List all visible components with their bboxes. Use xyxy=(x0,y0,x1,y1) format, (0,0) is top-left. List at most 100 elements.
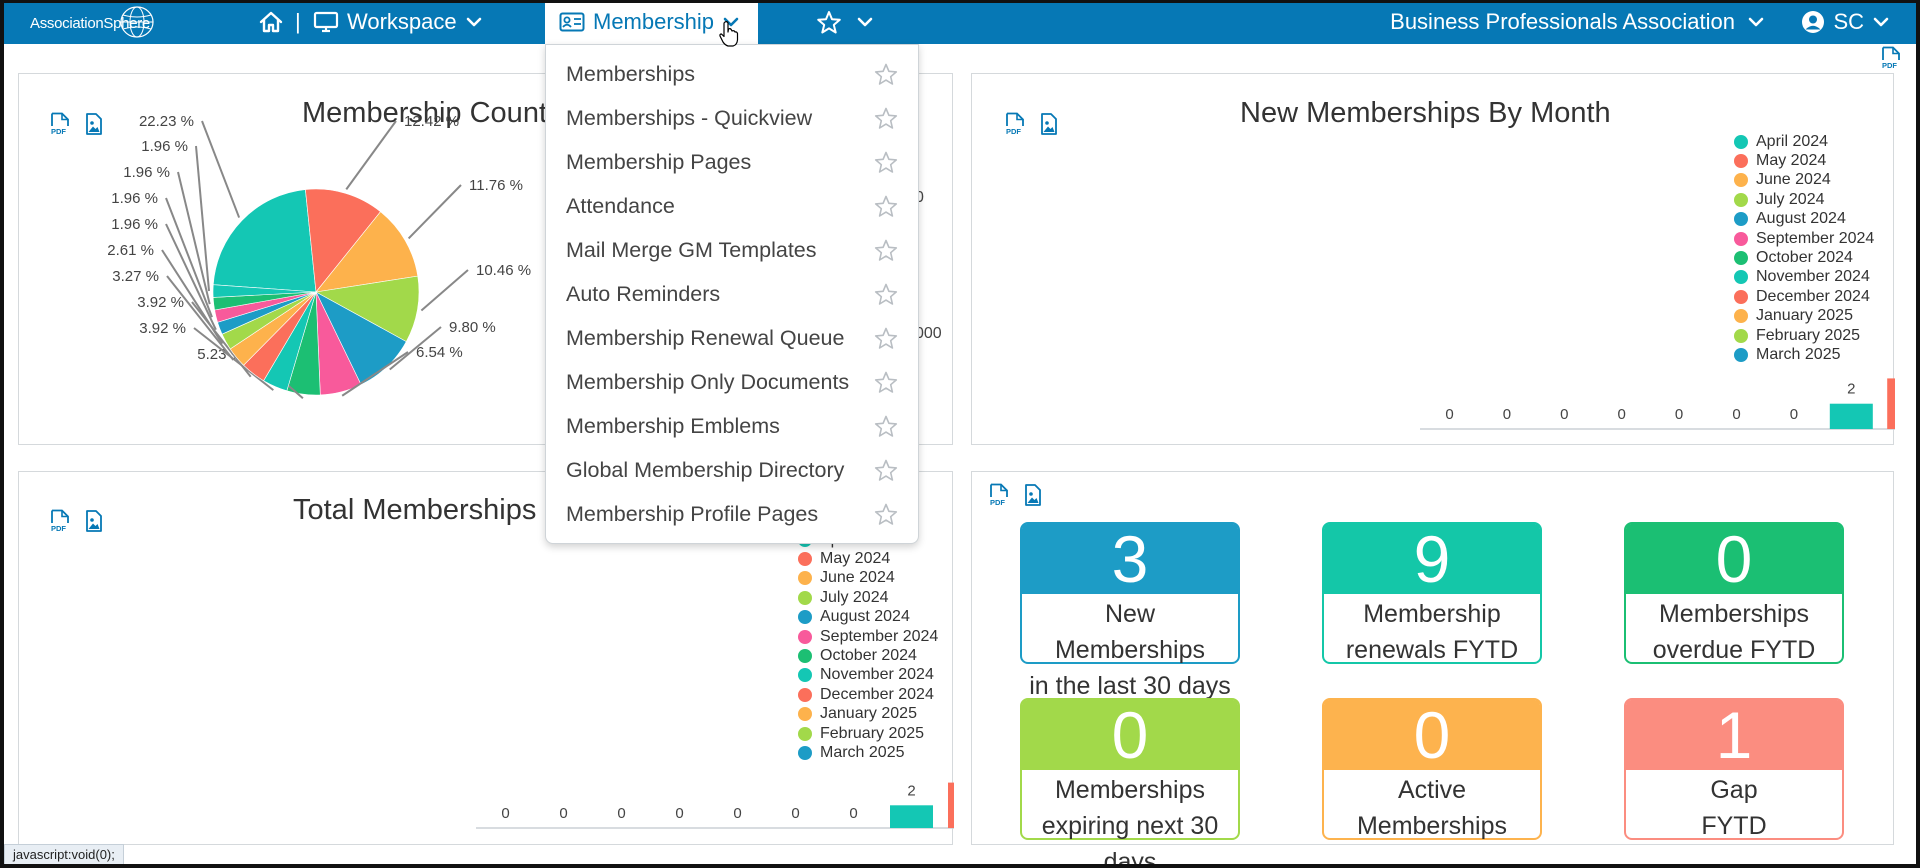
pie-slice[interactable] xyxy=(315,275,420,343)
pie-leader-line xyxy=(345,120,397,190)
legend-item[interactable]: May 2024 xyxy=(1734,151,1874,170)
dropdown-item[interactable]: Membership Profile Pages xyxy=(546,492,918,536)
legend-item[interactable]: April 2024 xyxy=(1734,132,1874,151)
dropdown-item[interactable]: Attendance xyxy=(546,184,918,228)
kpi-card-overdue[interactable]: 0 Memberships overdue FYTD xyxy=(1624,522,1844,664)
pie-leader-line xyxy=(165,223,217,331)
favorite-star-icon[interactable] xyxy=(874,151,898,174)
pie-leader-line xyxy=(195,145,211,292)
pie-slice-label: 6.54 % xyxy=(416,344,463,361)
pie-slice-label: 2.61 % xyxy=(107,242,154,259)
legend-item[interactable]: October 2024 xyxy=(1734,248,1874,267)
dropdown-item[interactable]: Membership Emblems xyxy=(546,404,918,448)
favorite-star-icon[interactable] xyxy=(874,239,898,262)
legend-item[interactable]: February 2025 xyxy=(1734,326,1874,345)
chevron-down-icon xyxy=(466,17,481,27)
legend-swatch xyxy=(798,707,812,722)
dropdown-item[interactable]: Global Membership Directory xyxy=(546,448,918,492)
favorite-star-icon[interactable] xyxy=(874,63,898,86)
axis-peek-label: 0 xyxy=(915,189,924,206)
home-button[interactable] xyxy=(258,0,284,44)
legend-item[interactable]: March 2025 xyxy=(798,743,938,762)
pdf-icon[interactable]: PDF xyxy=(988,483,1010,507)
kpi-value: 0 xyxy=(1626,524,1842,594)
favorite-star-icon[interactable] xyxy=(874,503,898,526)
pdf-icon[interactable]: PDF xyxy=(1004,112,1026,136)
legend-item[interactable]: July 2024 xyxy=(798,588,938,607)
legend-item[interactable]: December 2024 xyxy=(1734,287,1874,306)
pie-slice[interactable] xyxy=(315,211,419,293)
legend-label: November 2024 xyxy=(1756,268,1870,286)
dropdown-item[interactable]: Memberships xyxy=(546,52,918,96)
kpi-value: 3 xyxy=(1022,524,1238,594)
favorite-star-icon[interactable] xyxy=(874,459,898,482)
favorite-star-icon[interactable] xyxy=(874,327,898,350)
pdf-icon[interactable]: PDF xyxy=(1880,46,1902,70)
bar[interactable] xyxy=(948,782,954,828)
legend-item[interactable]: November 2024 xyxy=(1734,268,1874,287)
bar[interactable] xyxy=(890,805,933,828)
legend-item[interactable]: November 2024 xyxy=(798,666,938,685)
kpi-value: 0 xyxy=(1022,700,1238,770)
legend-label: December 2024 xyxy=(820,685,934,703)
legend-item[interactable]: July 2024 xyxy=(1734,190,1874,209)
legend-item[interactable]: August 2024 xyxy=(798,608,938,627)
image-file-icon[interactable] xyxy=(1024,483,1042,507)
favorite-star-icon[interactable] xyxy=(874,371,898,394)
pdf-icon[interactable]: PDF xyxy=(49,112,71,136)
kpi-value: 0 xyxy=(1324,700,1540,770)
legend-item[interactable]: September 2024 xyxy=(1734,229,1874,248)
legend-item[interactable]: June 2024 xyxy=(798,569,938,588)
workspace-menu[interactable]: Workspace xyxy=(313,0,483,44)
dropdown-item[interactable]: Membership Pages xyxy=(546,140,918,184)
total-memberships-bar-chart: 0000000244201 xyxy=(476,782,954,829)
dropdown-item[interactable]: Membership Only Documents xyxy=(546,360,918,404)
legend-swatch xyxy=(798,629,812,644)
legend-label: June 2024 xyxy=(1756,171,1831,189)
organization-menu[interactable]: Business Professionals Association xyxy=(1390,0,1765,44)
membership-label: Membership xyxy=(593,9,715,34)
kpi-card-new-memberships[interactable]: 3 New Memberships in the last 30 days xyxy=(1020,522,1240,700)
export-icons: PDF xyxy=(49,112,103,136)
legend-item[interactable]: January 2025 xyxy=(798,705,938,724)
dropdown-item[interactable]: Auto Reminders xyxy=(546,272,918,316)
image-file-icon[interactable] xyxy=(1040,112,1058,136)
dropdown-item[interactable]: Membership Renewal Queue xyxy=(546,316,918,360)
bar[interactable] xyxy=(1829,403,1873,429)
kpi-card-expiring[interactable]: 0 Memberships expiring next 30 days xyxy=(1020,698,1240,868)
legend-item[interactable]: October 2024 xyxy=(798,646,938,665)
legend-item[interactable]: August 2024 xyxy=(1734,210,1874,229)
favorites-menu[interactable] xyxy=(816,0,874,44)
legend-item[interactable]: March 2025 xyxy=(1734,345,1874,364)
favorite-star-icon[interactable] xyxy=(874,195,898,218)
pie-slice[interactable] xyxy=(212,189,317,293)
kpi-card-gap[interactable]: 1 Gap FYTD xyxy=(1624,698,1844,840)
legend-item[interactable]: September 2024 xyxy=(798,627,938,646)
legend-swatch xyxy=(1734,309,1748,324)
legend-item[interactable]: February 2025 xyxy=(798,724,938,743)
legend-item[interactable]: May 2024 xyxy=(798,549,938,568)
kpi-card-renewals[interactable]: 9 Membership renewals FYTD xyxy=(1322,522,1542,664)
dropdown-item[interactable]: Mail Merge GM Templates xyxy=(546,228,918,272)
brand-logo[interactable]: AssociationSphere xyxy=(30,5,180,39)
favorite-star-icon[interactable] xyxy=(874,107,898,130)
legend-item[interactable]: June 2024 xyxy=(1734,171,1874,190)
bar[interactable] xyxy=(1887,378,1895,429)
legend-item[interactable]: January 2025 xyxy=(1734,307,1874,326)
nav-separator: | xyxy=(295,9,301,34)
kpi-panel: PDF 3 New Memberships in the last 30 day… xyxy=(971,471,1894,868)
kpi-value: 9 xyxy=(1324,524,1540,594)
legend-label: August 2024 xyxy=(1756,210,1846,228)
pie-slice[interactable] xyxy=(305,188,381,293)
favorite-star-icon[interactable] xyxy=(874,415,898,438)
image-file-icon[interactable] xyxy=(85,509,103,533)
pie-slice[interactable] xyxy=(212,284,317,298)
organization-label: Business Professionals Association xyxy=(1390,9,1735,34)
kpi-card-active[interactable]: 0 Active Memberships xyxy=(1322,698,1542,840)
pdf-icon[interactable]: PDF xyxy=(49,509,71,533)
legend-item[interactable]: December 2024 xyxy=(798,685,938,704)
dropdown-item[interactable]: Memberships - Quickview xyxy=(546,96,918,140)
favorite-star-icon[interactable] xyxy=(874,283,898,306)
user-menu[interactable]: SC xyxy=(1801,0,1890,44)
image-file-icon[interactable] xyxy=(85,112,103,136)
